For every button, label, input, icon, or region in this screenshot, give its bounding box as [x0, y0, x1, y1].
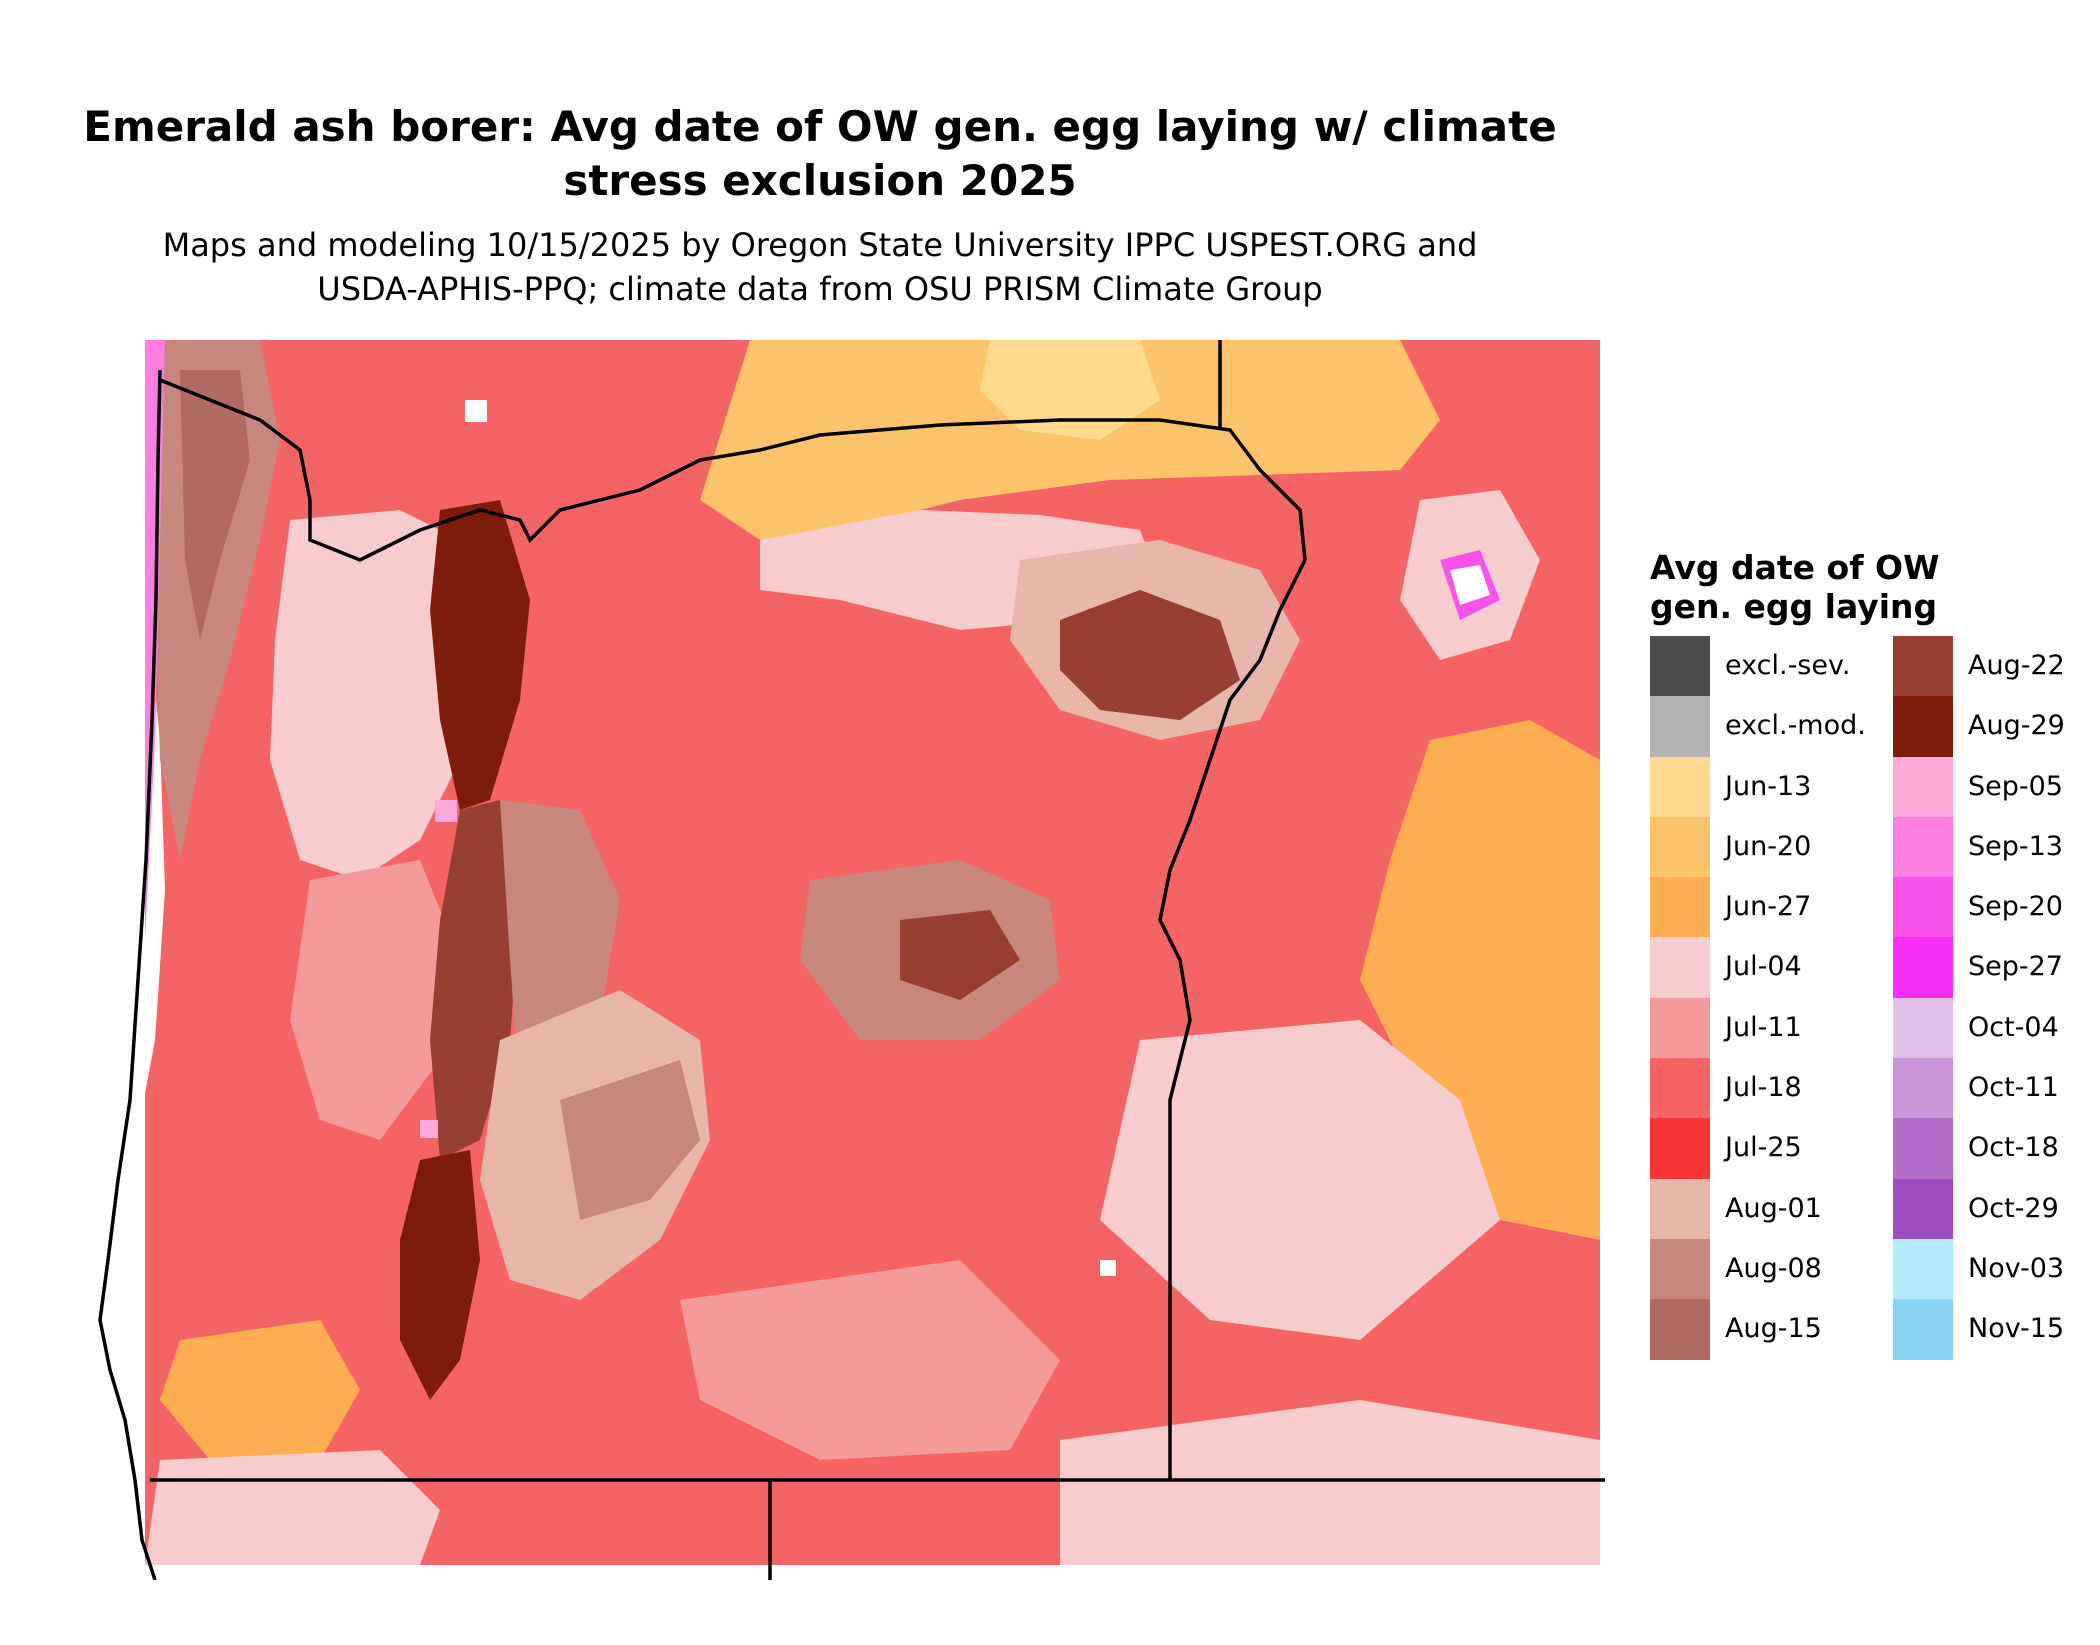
legend-label: Nov-03 — [1968, 1252, 2065, 1284]
map-title-line-1: Emerald ash borer: Avg date of OW gen. e… — [83, 102, 1557, 151]
region-rogue-valley — [160, 1320, 360, 1460]
map-title: Emerald ash borer: Avg date of OW gen. e… — [0, 100, 1640, 208]
legend-label: Aug-08 — [1725, 1252, 1822, 1284]
snow-mt-hood — [465, 400, 487, 422]
legend-swatch — [1893, 877, 1953, 938]
boundary-columbia-river — [159, 378, 1307, 562]
legend-swatch — [1893, 1238, 1953, 1300]
snow-mt-jefferson — [435, 800, 457, 822]
legend-swatch — [1650, 1238, 1710, 1300]
boundary-coastline — [98, 369, 162, 1580]
legend-swatch — [1650, 877, 1710, 938]
map-title-line-2: stress exclusion 2025 — [563, 156, 1077, 205]
legend-swatch — [1650, 1058, 1710, 1119]
region-high-desert-4 — [900, 910, 1020, 1000]
map-panel — [60, 340, 1610, 1580]
legend-label: Oct-04 — [1968, 1011, 2059, 1043]
snow-steens — [1100, 1260, 1116, 1276]
region-south-central — [680, 1260, 1060, 1460]
legend-swatch — [1893, 1118, 1953, 1179]
legend-label: Aug-01 — [1725, 1192, 1822, 1224]
legend-label: Sep-27 — [1968, 951, 2063, 983]
legend-label: Jul-25 — [1725, 1132, 1802, 1164]
phenology-raster — [145, 340, 1600, 1565]
region-columbia-basin-light — [980, 340, 1160, 440]
legend-swatch — [1650, 696, 1710, 757]
legend-swatch — [1650, 756, 1710, 817]
legend-swatch — [1650, 937, 1710, 998]
legend-label: Jun-13 — [1725, 770, 1812, 802]
legend-title: Avg date of OW gen. egg laying — [1650, 548, 1940, 626]
legend-label: Sep-13 — [1968, 830, 2063, 862]
legend-swatch — [1893, 1178, 1953, 1239]
legend-swatch — [1893, 937, 1953, 998]
map-subtitle-line-2: USDA-APHIS-PPQ; climate data from OSU PR… — [317, 270, 1323, 308]
legend-swatch — [1893, 1299, 1953, 1360]
legend-label: Sep-05 — [1968, 770, 2063, 802]
legend-title-line-2: gen. egg laying — [1650, 587, 1938, 626]
region-cascades-south — [400, 1150, 480, 1400]
region-columbia-basin — [700, 340, 1440, 540]
region-blue-mountains-dark — [1060, 590, 1240, 720]
snow-three-sisters — [420, 1120, 438, 1138]
region-snake-river — [1360, 720, 1600, 1240]
legend-label: excl.-mod. — [1725, 710, 1866, 742]
legend-label: Jul-11 — [1725, 1011, 1802, 1043]
legend-label: Nov-15 — [1968, 1313, 2065, 1345]
legend-label: Aug-15 — [1725, 1313, 1822, 1345]
legend-swatch — [1893, 816, 1953, 878]
legend-swatch — [1893, 756, 1953, 817]
legend-label: Jun-27 — [1725, 891, 1812, 923]
oregon-map — [60, 340, 1610, 1580]
legend-title-line-1: Avg date of OW — [1650, 548, 1940, 587]
legend-label: Oct-11 — [1968, 1072, 2059, 1104]
legend-swatch — [1893, 696, 1953, 757]
legend-swatch — [1893, 636, 1953, 697]
region-wallowa-snow — [1450, 565, 1490, 605]
legend-label: Jul-04 — [1725, 951, 1802, 983]
legend-label: Oct-29 — [1968, 1192, 2059, 1224]
legend-label: Aug-22 — [1968, 650, 2065, 681]
region-southwest-pale — [145, 1450, 440, 1565]
legend-swatch — [1893, 997, 1953, 1059]
legend-swatch — [1650, 997, 1710, 1059]
region-coast-range-dark — [180, 370, 250, 640]
legend-label: Jun-20 — [1725, 830, 1812, 862]
map-subtitle: Maps and modeling 10/15/2025 by Oregon S… — [0, 223, 1640, 311]
map-subtitle-line-1: Maps and modeling 10/15/2025 by Oregon S… — [162, 226, 1478, 264]
legend-label: excl.-sev. — [1725, 650, 1851, 681]
legend-label: Sep-20 — [1968, 891, 2063, 923]
region-owyhee-pale — [1100, 1020, 1500, 1340]
legend-label: Oct-18 — [1968, 1132, 2059, 1164]
legend-swatch — [1650, 1299, 1710, 1360]
region-willamette-valley — [270, 510, 480, 880]
legend-swatch — [1650, 1178, 1710, 1239]
legend-swatch — [1893, 1058, 1953, 1119]
boundaries — [98, 340, 1605, 1580]
region-southeast-pale — [1060, 1400, 1600, 1565]
region-willamette-valley-pink — [290, 860, 460, 1140]
region-high-desert-2 — [560, 1060, 700, 1220]
legend-label: Aug-29 — [1968, 710, 2065, 742]
legend-swatch — [1650, 636, 1710, 697]
legend-label: Jul-18 — [1725, 1072, 1802, 1104]
legend-swatch — [1650, 1118, 1710, 1179]
legend-swatch — [1650, 816, 1710, 878]
boundary-snake-river — [1158, 559, 1307, 1480]
region-cascades-north — [430, 500, 530, 810]
